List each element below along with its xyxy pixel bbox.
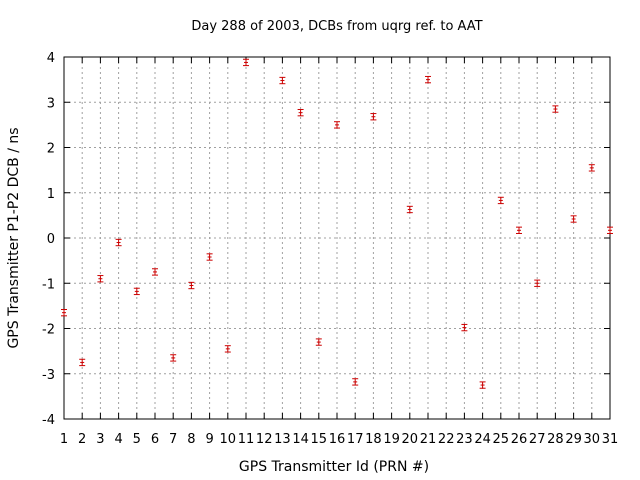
y-tick-label: 0 xyxy=(47,232,55,247)
x-tick-label: 25 xyxy=(493,432,510,447)
y-tick-label: 2 xyxy=(47,142,55,157)
data-point xyxy=(170,354,177,362)
x-tick-label: 16 xyxy=(329,432,346,447)
grid-lines xyxy=(64,57,610,419)
x-tick-label: 21 xyxy=(420,432,437,447)
data-point xyxy=(516,226,522,234)
y-tick-label: -2 xyxy=(42,323,55,338)
data-point xyxy=(133,287,140,296)
data-point xyxy=(570,215,577,223)
data-point xyxy=(297,108,304,117)
x-tick-label: 24 xyxy=(474,432,491,447)
x-tick-label: 14 xyxy=(292,432,309,447)
data-point xyxy=(115,238,122,247)
data-point xyxy=(497,196,504,205)
data-point xyxy=(479,381,486,389)
y-tick-labels: -4 -3 -2 -1 0 1 2 3 4 xyxy=(42,51,55,428)
data-point xyxy=(188,281,195,290)
x-tick-label: 10 xyxy=(220,432,237,447)
x-tick-label: 19 xyxy=(383,432,400,447)
data-point xyxy=(206,253,213,261)
x-tick-label: 9 xyxy=(205,432,213,447)
x-tick-label: 18 xyxy=(365,432,382,447)
data-point xyxy=(352,378,359,386)
x-tick-label: 4 xyxy=(114,432,122,447)
x-tick-label: 31 xyxy=(602,432,619,447)
data-point xyxy=(607,226,613,234)
y-tick-label: 4 xyxy=(47,51,55,66)
x-tick-label: 22 xyxy=(438,432,455,447)
x-tick-label: 1 xyxy=(60,432,68,447)
data-point xyxy=(588,164,595,172)
data-point xyxy=(279,76,286,85)
x-tick-labels: 1 2 3 4 5 6 7 8 9 10 11 12 13 14 15 16 17 18 19 20 21 22 23 24 2… xyxy=(60,432,618,447)
x-tick-label: 29 xyxy=(565,432,582,447)
data-points xyxy=(61,58,613,389)
data-point xyxy=(425,75,431,84)
x-tick-label: 6 xyxy=(151,432,159,447)
x-tick-label: 5 xyxy=(133,432,141,447)
y-tick-label: -4 xyxy=(42,413,55,428)
data-point xyxy=(406,205,413,214)
plot-frame xyxy=(63,56,611,420)
data-point xyxy=(552,105,559,113)
data-point xyxy=(243,58,249,67)
y-axis-label: GPS Transmitter P1-P2 DCB / ns xyxy=(6,127,22,348)
x-tick-label: 13 xyxy=(274,432,291,447)
data-point xyxy=(534,279,541,287)
data-point xyxy=(334,121,340,129)
data-point xyxy=(315,338,322,346)
x-tick-label: 27 xyxy=(529,432,546,447)
data-point xyxy=(370,113,377,121)
data-point xyxy=(461,323,468,332)
x-tick-label: 12 xyxy=(256,432,273,447)
data-point xyxy=(224,345,231,353)
x-tick-label: 30 xyxy=(584,432,601,447)
x-tick-label: 3 xyxy=(96,432,104,447)
y-tick-label: 1 xyxy=(47,187,55,202)
y-tick-label: -1 xyxy=(42,277,55,292)
x-tick-label: 8 xyxy=(187,432,195,447)
x-tick-label: 28 xyxy=(547,432,564,447)
x-tick-label: 2 xyxy=(78,432,86,447)
x-tick-label: 26 xyxy=(511,432,528,447)
data-point xyxy=(79,358,86,367)
x-axis-label: GPS Transmitter Id (PRN #) xyxy=(239,459,429,475)
x-tick-label: 7 xyxy=(169,432,177,447)
x-tick-label: 20 xyxy=(402,432,419,447)
data-point xyxy=(152,268,158,276)
data-point xyxy=(61,308,67,317)
data-point xyxy=(97,275,104,283)
x-tick-label: 17 xyxy=(347,432,364,447)
y-tick-label: -3 xyxy=(42,368,55,383)
x-tick-label: 15 xyxy=(311,432,328,447)
x-tick-label: 11 xyxy=(238,432,255,447)
y-tick-label: 3 xyxy=(47,96,55,111)
x-tick-label: 23 xyxy=(456,432,473,447)
chart-title: Day 288 of 2003, DCBs from uqrg ref. to … xyxy=(191,19,482,34)
